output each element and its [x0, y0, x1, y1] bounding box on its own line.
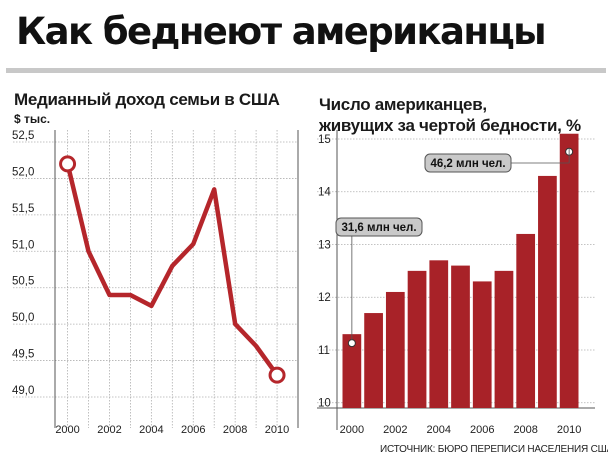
poverty-bar — [407, 270, 427, 408]
poverty-bar — [494, 270, 514, 408]
poverty-bar — [516, 233, 536, 408]
poverty-chart-title-line1: Число американцев, — [319, 95, 487, 114]
poverty-callout-label: 46,2 млн чел. — [430, 158, 505, 170]
income-unit-label: $ тыс. — [14, 112, 51, 126]
poverty-y-tick-label: 10 — [318, 398, 331, 410]
poverty-x-tick-label: 2000 — [340, 424, 364, 436]
income-x-tick-label: 2006 — [181, 424, 205, 436]
poverty-x-tick-label: 2010 — [557, 424, 581, 436]
poverty-bar — [385, 291, 405, 408]
income-y-tick-label: 50,0 — [12, 312, 34, 324]
poverty-bar — [559, 133, 579, 408]
income-series-line — [65, 161, 280, 378]
poverty-bar — [451, 265, 470, 408]
income-y-tick-label: 49,0 — [12, 385, 34, 397]
poverty-bar — [364, 313, 383, 408]
income-x-tick-label: 2000 — [55, 424, 79, 436]
poverty-x-tick-label: 2002 — [383, 424, 407, 436]
income-endpoint-marker — [268, 366, 286, 384]
poverty-y-tick-label: 13 — [318, 239, 331, 251]
poverty-bar — [342, 334, 362, 408]
poverty-callout-box — [335, 217, 423, 237]
income-chart-title: Медианный доход семьи в США — [14, 90, 280, 109]
poverty-callout-point — [347, 339, 356, 348]
poverty-callout-label: 31,6 млн чел. — [341, 222, 416, 234]
income-endpoint-marker — [59, 155, 77, 173]
poverty-x-tick-label: 2006 — [470, 424, 494, 436]
source-note: ИСТОЧНИК: БЮРО ПЕРЕПИСИ НАСЕЛЕНИЯ США — [380, 444, 608, 455]
poverty-y-tick-label: 11 — [318, 345, 330, 357]
income-x-tick-label: 2008 — [223, 424, 247, 436]
income-x-tick-label: 2010 — [265, 424, 289, 436]
income-y-tick-label: 52,5 — [12, 130, 34, 142]
poverty-y-tick-label: 14 — [318, 187, 331, 199]
income-y-tick-label: 51,0 — [12, 239, 34, 251]
income-x-tick-label: 2002 — [97, 424, 121, 436]
poverty-bar — [538, 175, 557, 408]
poverty-bar — [472, 281, 492, 408]
income-x-tick-label: 2004 — [139, 424, 163, 436]
poverty-callout-box — [424, 153, 512, 173]
income-y-tick-label: 50,5 — [12, 276, 34, 288]
title-rule — [6, 68, 606, 73]
poverty-bar — [429, 260, 449, 408]
title-bar — [6, 6, 604, 66]
main-title: Как беднеют американцы — [16, 10, 547, 53]
poverty-y-tick-label: 12 — [318, 292, 331, 304]
income-y-tick-label: 51,5 — [12, 203, 34, 215]
poverty-x-tick-label: 2004 — [427, 424, 451, 436]
income-y-tick-label: 49,5 — [12, 349, 34, 361]
income-y-tick-label: 52,0 — [12, 166, 34, 178]
poverty-x-tick-label: 2008 — [513, 424, 537, 436]
poverty-chart-title-line2: живущих за чертой бедности, % — [319, 116, 581, 135]
poverty-y-tick-label: 15 — [318, 134, 331, 146]
